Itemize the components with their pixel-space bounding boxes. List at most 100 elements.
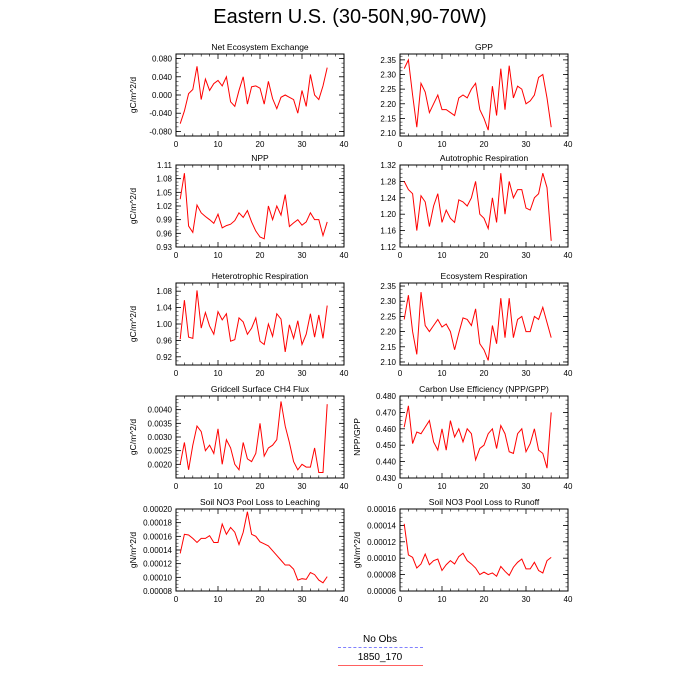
y-tick-label: 0.96 (156, 229, 172, 238)
x-tick-label: 10 (214, 140, 223, 149)
plot-frame (399, 164, 569, 248)
x-tick-label: 10 (438, 595, 447, 604)
y-tick-label: 0.0040 (148, 406, 173, 415)
y-tick-label: 2.10 (380, 129, 396, 138)
panel-title: Ecosystem Respiration (441, 271, 528, 281)
x-tick-label: 10 (214, 251, 223, 260)
chart-panel-5: Heterotrophic Respiration gC/m^2/d 0 10 20 30… (128, 271, 349, 378)
y-tick-label: 0.00016 (367, 505, 396, 514)
x-tick-label: 20 (256, 251, 265, 260)
panel-title: Carbon Use Efficiency (NPP/GPP) (419, 384, 549, 394)
panel-title: GPP (475, 42, 493, 52)
legend-label-1850-170: 1850_170 (357, 652, 403, 663)
x-tick-label: 30 (522, 369, 531, 378)
x-tick-label: 0 (174, 251, 179, 260)
plot-frame (175, 508, 345, 592)
y-tick-label: 0.470 (376, 408, 397, 417)
y-tick-label: 0.00016 (143, 532, 172, 541)
y-tick-label: 0.00012 (367, 538, 396, 547)
chart-panel-6: Ecosystem Respiration 0 10 20 30 40 2.10 2.15 2.… (380, 271, 573, 378)
y-tick-label: 0.480 (376, 392, 397, 401)
y-tick-label: 0.00014 (143, 546, 172, 555)
figure-title: Eastern U.S. (30-50N,90-70W) (213, 6, 487, 28)
x-tick-label: 40 (340, 595, 349, 604)
chart-panel-9: Soil NO3 Pool Loss to Leaching gN/m^2/d 0 1… (128, 497, 349, 604)
y-tick-label: 2.20 (380, 328, 396, 337)
x-tick-label: 40 (340, 251, 349, 260)
y-tick-label: 0.0020 (148, 460, 173, 469)
y-tick-label: 0.96 (156, 336, 172, 345)
chart-panel-3: NPP gC/m^2/d 0 10 20 30 40 0.93 0.96 0.99 1.02 1.05… (128, 153, 349, 260)
x-tick-label: 20 (480, 140, 489, 149)
x-tick-label: 0 (398, 251, 403, 260)
y-tick-label: 0.460 (376, 425, 397, 434)
panel-title: Autotrophic Respiration (440, 153, 529, 163)
x-tick-label: 0 (174, 369, 179, 378)
y-tick-label: -0.080 (149, 127, 172, 136)
x-tick-label: 30 (522, 251, 531, 260)
plot-frame (399, 395, 569, 479)
y-tick-label: 1.24 (380, 194, 396, 203)
y-tick-label: 1.04 (156, 304, 172, 313)
y-tick-label: 0.040 (152, 73, 173, 82)
y-tick-label: 2.10 (380, 358, 396, 367)
x-tick-label: 20 (256, 369, 265, 378)
series-line-1 (403, 58, 552, 131)
y-tick-label: 2.30 (380, 297, 396, 306)
y-tick-label: 0.00018 (143, 519, 172, 528)
panel-title: Soil NO3 Pool Loss to Leaching (200, 497, 320, 507)
x-tick-label: 0 (398, 595, 403, 604)
y-tick-label: 2.15 (380, 114, 396, 123)
y-tick-label: 1.05 (156, 188, 172, 197)
plot-frame (175, 164, 345, 248)
x-tick-label: 20 (256, 595, 265, 604)
plot-frame (175, 395, 345, 479)
x-tick-label: 20 (480, 251, 489, 260)
y-tick-label: 0.080 (152, 55, 173, 64)
x-tick-label: 30 (298, 140, 307, 149)
x-tick-label: 10 (438, 251, 447, 260)
y-tick-label: 0.00020 (143, 505, 172, 514)
y-tick-label: 2.30 (380, 71, 396, 80)
x-tick-label: 20 (480, 369, 489, 378)
y-tick-label: 0.000 (152, 91, 173, 100)
y-tick-label: 1.12 (380, 243, 396, 252)
x-tick-label: 10 (214, 369, 223, 378)
x-tick-label: 20 (256, 482, 265, 491)
x-tick-label: 0 (398, 482, 403, 491)
legend-line-1850-170 (337, 665, 423, 666)
y-tick-label: 0.99 (156, 216, 172, 225)
y-tick-label: 1.08 (156, 175, 172, 184)
y-tick-label: 0.440 (376, 458, 397, 467)
y-axis-label: gC/m^2/d (128, 419, 138, 455)
series-line-1 (179, 290, 328, 352)
chart-panel-10: Soil NO3 Pool Loss to Runoff gN/m^2/d 0 10 2… (352, 497, 573, 604)
legend: No Obs 1850_170 (330, 634, 430, 670)
x-tick-label: 10 (438, 369, 447, 378)
legend-line-no-obs (337, 647, 423, 648)
y-axis-label: NPP/GPP (352, 418, 362, 456)
series-line-1 (179, 401, 328, 474)
x-tick-label: 10 (438, 482, 447, 491)
y-tick-label: 1.00 (156, 320, 172, 329)
y-tick-label: 0.0030 (148, 433, 173, 442)
chart-figure: Net Ecosystem Exchange gC/m^2/d 0 10 20 30 40 -… (128, 42, 573, 604)
x-tick-label: 20 (480, 482, 489, 491)
x-tick-label: 30 (298, 595, 307, 604)
y-tick-label: 0.92 (156, 353, 172, 362)
y-tick-label: 2.20 (380, 100, 396, 109)
y-axis-label: gC/m^2/d (128, 77, 138, 113)
y-tick-label: 1.32 (380, 161, 396, 170)
y-tick-label: 0.00010 (143, 573, 172, 582)
plot-frame (399, 53, 569, 137)
y-axis-label: gN/m^2/d (352, 532, 362, 568)
x-tick-label: 30 (522, 140, 531, 149)
y-tick-label: 0.93 (156, 243, 172, 252)
x-tick-label: 20 (256, 140, 265, 149)
y-tick-label: 0.00006 (367, 587, 396, 596)
x-tick-label: 0 (174, 595, 179, 604)
series-line-1 (179, 173, 328, 240)
legend-label-no-obs: No Obs (363, 634, 397, 645)
series-line-1 (179, 66, 328, 124)
x-tick-label: 40 (564, 369, 573, 378)
